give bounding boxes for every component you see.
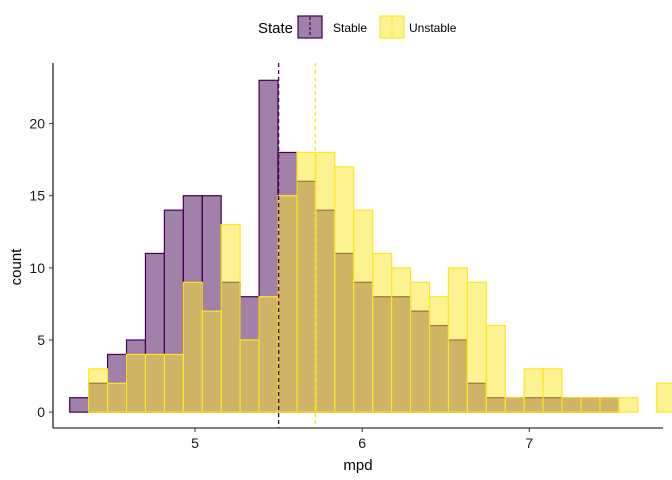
bar-unstable	[88, 368, 109, 413]
bar-unstable	[334, 166, 355, 413]
y-tick-label: 15	[29, 188, 45, 204]
y-tick-label: 10	[29, 260, 45, 276]
bar-unstable	[125, 353, 147, 413]
mean-lines	[277, 63, 317, 428]
legend-item-stable: Stable	[297, 15, 367, 39]
legend-label-stable: Stable	[333, 21, 367, 35]
bar-unstable	[656, 382, 672, 413]
bar-unstable	[163, 353, 184, 413]
x-tick-label: 7	[525, 435, 533, 451]
legend-items: Stable Unstable	[297, 15, 457, 39]
bar-unstable	[599, 397, 620, 413]
bar-unstable	[220, 223, 241, 413]
bars	[69, 79, 672, 413]
y-tick-label: 0	[37, 404, 45, 420]
x-axis-ticks: 5 6 7	[191, 428, 533, 451]
bar-unstable	[106, 382, 128, 413]
series-unstable	[88, 151, 672, 413]
legend-label-unstable: Unstable	[409, 21, 457, 35]
bar-unstable	[428, 296, 450, 413]
bar-unstable	[523, 368, 544, 413]
y-axis-title: count	[8, 248, 25, 286]
bar-unstable	[315, 151, 336, 413]
x-axis-title: mpd	[343, 457, 372, 474]
bar-stable	[69, 397, 90, 413]
y-tick-label: 5	[37, 332, 45, 348]
bar-unstable	[447, 267, 468, 413]
bar-unstable	[201, 310, 222, 413]
legend-title: State	[258, 20, 293, 37]
bar-unstable	[466, 281, 487, 413]
bar-unstable	[485, 324, 506, 413]
bar-unstable	[239, 339, 260, 413]
x-tick-label: 5	[191, 435, 199, 451]
bar-unstable	[144, 353, 165, 413]
y-axis-ticks: 0 5 10 15 20	[29, 116, 53, 420]
bar-unstable	[372, 252, 393, 413]
bar-unstable	[580, 397, 601, 413]
bar-unstable	[353, 209, 374, 413]
legend: State Stable Unstable	[258, 15, 457, 39]
legend-item-unstable: Unstable	[379, 15, 457, 39]
bar-unstable	[542, 368, 563, 413]
bar-unstable	[182, 281, 203, 413]
bar-unstable	[296, 151, 317, 413]
plot-area: 5 6 7 0 5 10 15 20	[29, 63, 672, 451]
bar-unstable	[618, 397, 639, 413]
bar-unstable	[409, 281, 431, 413]
bar-unstable	[391, 267, 412, 413]
bar-unstable	[277, 195, 298, 413]
x-tick-label: 6	[358, 435, 366, 451]
bar-unstable	[258, 296, 279, 413]
bar-unstable	[504, 397, 525, 413]
y-tick-label: 20	[29, 116, 45, 132]
bar-unstable	[561, 397, 582, 413]
